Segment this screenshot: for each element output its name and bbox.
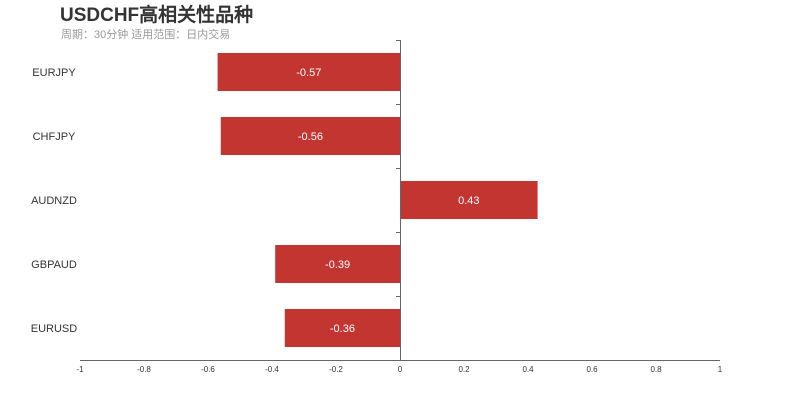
category-label: GBPAUD — [31, 259, 77, 271]
x-tick-label: 0 — [398, 365, 403, 374]
category-label: AUDNZD — [31, 195, 77, 207]
category-label: EURUSD — [31, 323, 78, 335]
bar-eurusd — [284, 309, 400, 347]
bar-eurjpy — [217, 53, 400, 91]
bar-gbpaud — [275, 245, 400, 283]
x-tick-label: -0.4 — [265, 365, 279, 374]
x-tick-label: -0.2 — [329, 365, 343, 374]
category-label: CHFJPY — [33, 131, 76, 143]
bar-chfjpy — [220, 117, 400, 155]
x-tick-label: 0.4 — [522, 365, 534, 374]
data-label: -0.56 — [298, 131, 323, 143]
bar-audnzd — [400, 181, 538, 219]
data-label: -0.36 — [330, 323, 355, 335]
x-tick-label: 0.2 — [458, 365, 470, 374]
x-tick-label: 0.8 — [650, 365, 662, 374]
x-tick-label: -1 — [76, 365, 84, 374]
data-label: -0.39 — [325, 259, 350, 271]
x-tick-label: -0.6 — [201, 365, 215, 374]
data-label: 0.43 — [458, 195, 479, 207]
x-tick-label: 0.6 — [586, 365, 598, 374]
x-tick-label: -0.8 — [137, 365, 151, 374]
chart-title: USDCHF高相关性品种 — [60, 5, 254, 26]
data-label: -0.57 — [296, 67, 321, 79]
x-tick-label: 1 — [718, 365, 723, 374]
chart-subtitle: 周期：30分钟 适用范围：日内交易 — [61, 29, 231, 41]
category-label: EURJPY — [32, 67, 76, 79]
